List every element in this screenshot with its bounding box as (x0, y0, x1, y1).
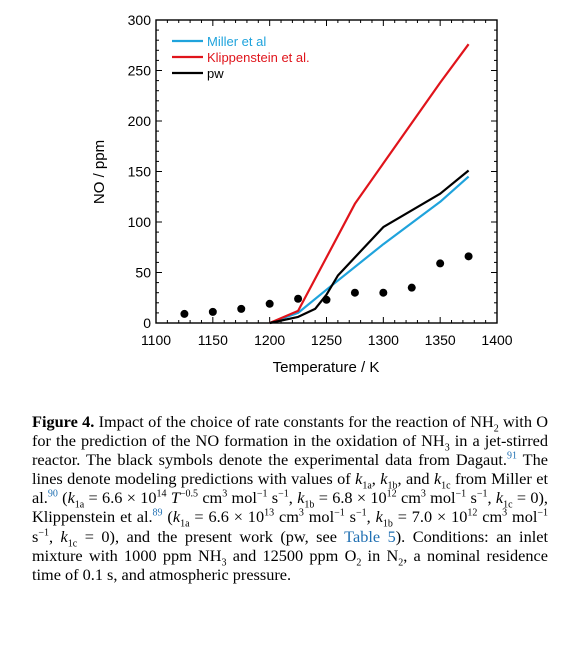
x-tick-label: 1400 (481, 332, 512, 348)
x-axis-title: Temperature / K (273, 359, 380, 376)
chart: 1100 1150 1200 1250 1300 1350 1400 0 50 100 150 200… (0, 0, 583, 400)
y-tick-label: 200 (128, 113, 152, 129)
y-tick-label: 50 (135, 265, 151, 281)
x-tick-label: 1350 (425, 332, 456, 348)
series-line (270, 44, 469, 323)
experimental-points (180, 252, 472, 318)
table-5-link[interactable]: Table 5 (344, 527, 396, 546)
experimental-point (209, 308, 217, 316)
experimental-point (408, 284, 416, 292)
legend-label: pw (207, 66, 224, 81)
x-tick-label: 1150 (198, 332, 228, 348)
x-tick-label: 1250 (311, 332, 342, 348)
experimental-point (237, 305, 245, 313)
legend-label: Klippenstein et al. (207, 50, 310, 65)
x-tick-label: 1300 (368, 332, 399, 348)
experimental-point (294, 295, 302, 303)
experimental-point (266, 300, 274, 308)
experimental-point (323, 296, 331, 304)
ref-89-link[interactable]: 89 (153, 508, 163, 519)
series-lines (270, 44, 469, 323)
y-tick-label: 250 (128, 63, 152, 79)
x-tick-label: 1200 (254, 332, 285, 348)
figure-caption: Figure 4. Impact of the choice of rate c… (32, 412, 548, 584)
ref-91-link[interactable]: 91 (507, 451, 517, 462)
experimental-point (180, 310, 188, 318)
legend-label: Miller et al (207, 34, 266, 49)
y-tick-label: 150 (128, 164, 152, 180)
experimental-point (351, 289, 359, 297)
y-tick-label: 0 (143, 315, 151, 331)
y-axis-title: NO / ppm (91, 140, 108, 204)
experimental-point (379, 289, 387, 297)
x-tick-label: 1100 (141, 332, 171, 348)
experimental-point (465, 252, 473, 260)
y-tick-label: 100 (128, 214, 152, 230)
figure-label: Figure 4. (32, 412, 94, 431)
ref-90-link[interactable]: 90 (48, 489, 58, 500)
y-tick-label: 300 (128, 12, 152, 28)
experimental-point (436, 259, 444, 267)
